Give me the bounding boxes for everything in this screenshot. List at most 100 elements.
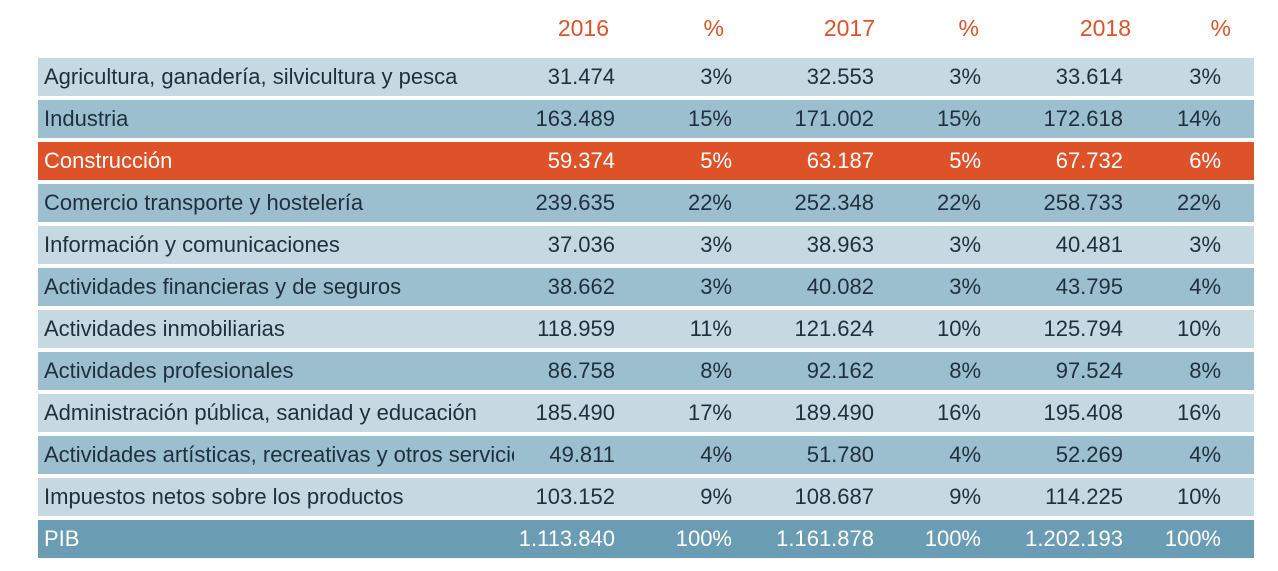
pct-2018: 16% — [1176, 400, 1221, 425]
pct-2018: 8% — [1189, 358, 1221, 383]
table-row-pib-total: PIB 1.113.840 100% 1.161.878 100% 1.202.… — [38, 520, 1254, 558]
pct-2018: 100% — [1164, 526, 1221, 551]
pct-2016: 15% — [687, 106, 732, 131]
value-2018: 114.225 — [1045, 484, 1123, 509]
pct-2017: 8% — [949, 358, 981, 383]
pct-2018: 3% — [1189, 232, 1221, 257]
row-label: Información y comunicaciones — [44, 232, 340, 257]
value-2018: 43.795 — [1055, 274, 1123, 299]
value-2017: 189.490 — [794, 400, 874, 425]
value-2018: 1.202.193 — [1025, 526, 1123, 551]
table-header: 2016 % 2017 % 2018 % — [38, 0, 1254, 56]
value-2016: 37.036 — [547, 232, 615, 257]
pct-2016: 3% — [700, 64, 732, 89]
table-row-agricultura: Agricultura, ganadería, silvicultura y p… — [38, 58, 1254, 96]
value-2018: 172.618 — [1043, 106, 1123, 131]
table-row-financieras: Actividades financieras y de seguros 38.… — [38, 268, 1254, 306]
pct-2017: 3% — [949, 64, 981, 89]
table-row-construccion: Construcción 59.374 5% 63.187 5% 67.732 … — [38, 142, 1254, 180]
value-2016: 38.662 — [547, 274, 615, 299]
header-pct-2018: % — [1210, 14, 1231, 41]
pct-2016: 11% — [689, 316, 732, 341]
row-label: Impuestos netos sobre los productos — [44, 484, 404, 509]
pct-2018: 10% — [1176, 316, 1221, 341]
row-label: Industria — [44, 106, 129, 131]
pct-2018: 3% — [1189, 64, 1221, 89]
value-2018: 33.614 — [1055, 64, 1123, 89]
pct-2017: 3% — [949, 232, 981, 257]
pct-2016: 5% — [700, 148, 732, 173]
value-2017: 171.002 — [794, 106, 874, 131]
value-2017: 40.082 — [806, 274, 874, 299]
value-2017: 252.348 — [794, 190, 874, 215]
pct-2017: 3% — [949, 274, 981, 299]
value-2016: 118.959 — [537, 316, 615, 341]
pct-2017: 100% — [924, 526, 981, 551]
value-2018: 67.732 — [1055, 148, 1123, 173]
value-2016: 59.374 — [547, 148, 615, 173]
pct-2016: 3% — [700, 232, 732, 257]
value-2016: 86.758 — [547, 358, 615, 383]
pct-2016: 8% — [700, 358, 732, 383]
value-2016: 239.635 — [535, 190, 615, 215]
value-2016: 31.474 — [547, 64, 615, 89]
pct-2016: 100% — [675, 526, 732, 551]
value-2016: 185.490 — [535, 400, 615, 425]
value-2017: 1.161.878 — [776, 526, 874, 551]
row-label: PIB — [44, 526, 80, 551]
table-row-profesionales: Actividades profesionales 86.758 8% 92.1… — [38, 352, 1254, 390]
pct-2018: 4% — [1189, 442, 1221, 467]
pct-2017: 15% — [936, 106, 981, 131]
pct-2016: 22% — [687, 190, 732, 215]
value-2018: 40.481 — [1055, 232, 1123, 257]
pct-2016: 9% — [700, 484, 732, 509]
row-label: Actividades financieras y de seguros — [44, 274, 402, 299]
value-2017: 32.553 — [806, 64, 874, 89]
pct-2017: 10% — [936, 316, 981, 341]
row-label: Agricultura, ganadería, silvicultura y p… — [44, 64, 458, 89]
pct-2018: 14% — [1176, 106, 1221, 131]
row-label: Actividades artísticas, recreativas y ot… — [44, 442, 514, 467]
pct-2018: 10% — [1176, 484, 1221, 509]
row-label: Administración pública, sanidad y educac… — [44, 400, 477, 425]
table-row-inmobiliarias: Actividades inmobiliarias 118.959 11% 12… — [38, 310, 1254, 348]
pct-2016: 4% — [700, 442, 732, 467]
pct-2016: 3% — [700, 274, 732, 299]
pct-2018: 4% — [1189, 274, 1221, 299]
value-2018: 97.524 — [1055, 358, 1123, 383]
pct-2016: 17% — [687, 400, 732, 425]
row-label: Actividades inmobiliarias — [44, 316, 285, 341]
row-label: Construcción — [44, 148, 173, 173]
table-row-informacion: Información y comunicaciones 37.036 3% 3… — [38, 226, 1254, 264]
pct-2017: 9% — [949, 484, 981, 509]
header-year-2016: 2016 — [557, 14, 609, 41]
value-2016: 49.811 — [549, 442, 615, 467]
header-pct-2016: % — [703, 14, 724, 41]
pct-2017: 22% — [936, 190, 981, 215]
table-row-administracion: Administración pública, sanidad y educac… — [38, 394, 1254, 432]
value-2018: 195.408 — [1043, 400, 1123, 425]
header-pct-2017: % — [958, 14, 979, 41]
value-2017: 92.162 — [806, 358, 874, 383]
value-2018: 258.733 — [1043, 190, 1123, 215]
value-2017: 38.963 — [806, 232, 874, 257]
table-row-artisticas: Actividades artísticas, recreativas y ot… — [38, 436, 1254, 474]
pct-2018: 6% — [1189, 148, 1221, 173]
header-year-2017: 2017 — [823, 14, 875, 41]
gdp-sector-table: 2016 % 2017 % 2018 % Agricultura, ganade… — [38, 0, 1254, 562]
pct-2018: 22% — [1176, 190, 1221, 215]
pct-2017: 16% — [936, 400, 981, 425]
table-row-comercio: Comercio transporte y hostelería 239.635… — [38, 184, 1254, 222]
value-2018: 52.269 — [1055, 442, 1123, 467]
pct-2017: 5% — [949, 148, 981, 173]
value-2016: 1.113.840 — [518, 526, 615, 551]
value-2017: 121.624 — [794, 316, 874, 341]
value-2018: 125.794 — [1043, 316, 1123, 341]
header-year-2018: 2018 — [1079, 14, 1131, 41]
row-label: Actividades profesionales — [44, 358, 294, 383]
value-2017: 63.187 — [806, 148, 874, 173]
pct-2017: 4% — [949, 442, 981, 467]
row-label: Comercio transporte y hostelería — [44, 190, 364, 215]
table-row-industria: Industria 163.489 15% 171.002 15% 172.61… — [38, 100, 1254, 138]
value-2016: 103.152 — [535, 484, 615, 509]
